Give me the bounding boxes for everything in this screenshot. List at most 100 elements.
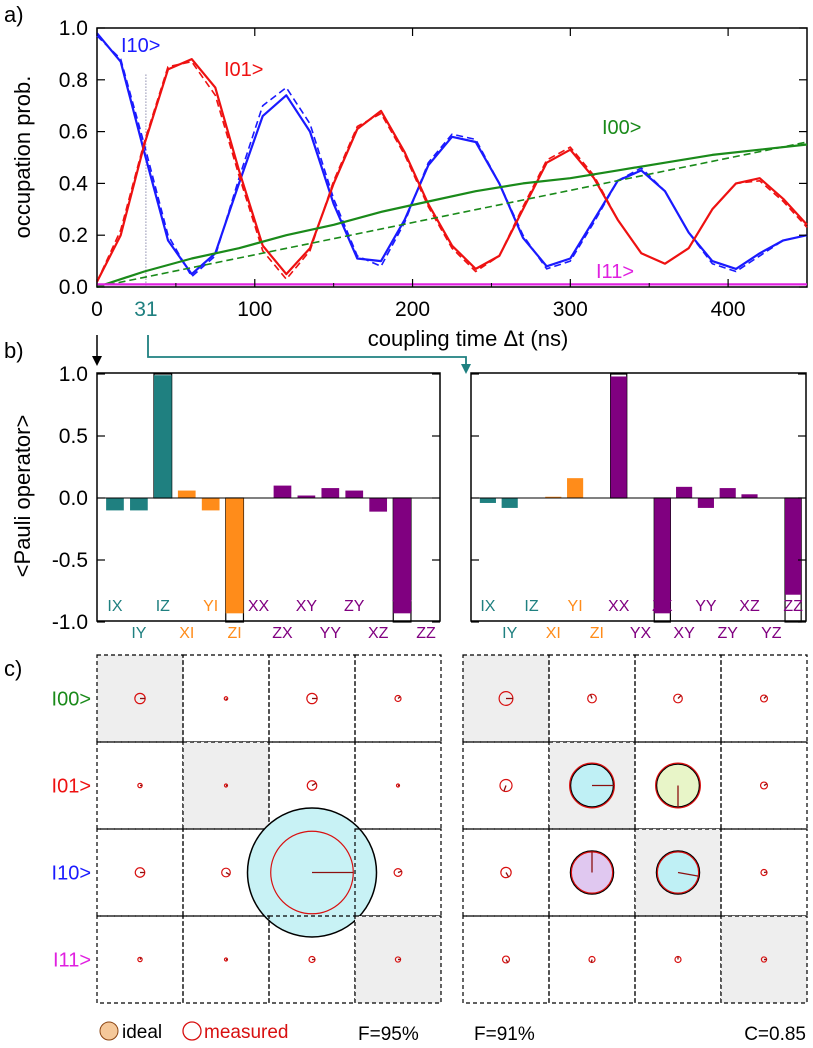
- legend: ideal measured: [99, 1021, 289, 1043]
- y-tick-label-a: 0.2: [59, 224, 88, 247]
- legend-ideal-swatch: [99, 1021, 119, 1041]
- x-tick-label-a: 300: [553, 298, 588, 321]
- measured-circle: [673, 693, 683, 704]
- measured-circle: [759, 694, 769, 703]
- matrix-cell-left: [354, 828, 442, 917]
- category-label-XY: XY: [673, 625, 695, 642]
- measured-circle: [221, 867, 231, 878]
- measured-circle: [223, 696, 229, 701]
- y-tick-label-a: 1.0: [59, 17, 88, 40]
- bar-XZ: [369, 498, 388, 512]
- chart-b1-frame: [96, 372, 441, 622]
- category-label-XZ: XZ: [739, 598, 760, 615]
- phase-line: [763, 695, 767, 699]
- density-matrix: I00> I01> I10> I11> ideal measured F=95% F=…: [52, 654, 808, 1045]
- measured-circle: [501, 955, 511, 964]
- y-tick-label-b: 0.0: [59, 487, 88, 510]
- phase-line: [505, 872, 510, 878]
- bar-ZY: [719, 488, 736, 498]
- category-label-YI: YI: [568, 598, 583, 615]
- row-label-I10: I10>: [52, 863, 91, 885]
- measured-circle: [656, 851, 700, 894]
- panel-label-a: a): [4, 2, 24, 27]
- phase-line: [505, 959, 509, 963]
- bar-ZX: [273, 485, 292, 498]
- phase-line: [677, 694, 682, 699]
- category-label-IX: IX: [107, 598, 122, 615]
- phase-line: [397, 696, 401, 699]
- phase-line: [225, 871, 231, 876]
- row-label-I00: I00>: [52, 689, 91, 711]
- legend-ideal-label: ideal: [122, 1022, 162, 1043]
- x-axis-label-a: coupling time Δt (ns): [368, 326, 569, 351]
- measured-circle: [394, 694, 402, 703]
- phase-line: [311, 782, 317, 787]
- category-label-ZY: ZY: [344, 598, 365, 615]
- phase-line: [503, 785, 507, 792]
- pauli-bar-charts: IXIYIZXIYIZIXXZXXYYYZYXZYZZZIXIYIZXIYIZI…: [10, 363, 807, 642]
- legend-measured-swatch: [182, 1021, 202, 1041]
- series-I10-measured: [96, 32, 808, 276]
- concurrence: C=0.85: [744, 1024, 806, 1045]
- bar-XZ: [741, 494, 758, 498]
- category-label-YX: YX: [630, 625, 652, 642]
- legend-measured-label: measured: [204, 1022, 289, 1043]
- bar-YI: [567, 478, 584, 498]
- category-label-ZX: ZX: [272, 625, 293, 642]
- bar-ZZ: [785, 498, 802, 595]
- x-tick-label-a: 200: [395, 298, 430, 321]
- measured-circle: [393, 868, 403, 877]
- category-label-IY: IY: [131, 625, 146, 642]
- matrix-cell-left: [354, 654, 442, 743]
- category-label-ZI: ZI: [227, 625, 241, 642]
- phase-line: [763, 871, 768, 874]
- bar-YY: [697, 498, 714, 508]
- series-I01-measured: [96, 57, 808, 283]
- category-label-ZX: ZX: [652, 598, 673, 615]
- bar-XI: [177, 490, 196, 498]
- label-I01: I01>: [224, 59, 263, 81]
- matrix-cell-left: [354, 741, 442, 830]
- bar-IY: [501, 498, 518, 508]
- bar-ZI: [225, 498, 244, 614]
- bar-XY: [676, 486, 693, 498]
- y-tick-label-a: 0.8: [59, 69, 88, 92]
- y-tick-label-b: 0.5: [59, 425, 88, 448]
- category-label-YZ: YZ: [761, 625, 782, 642]
- measured-circle: [500, 866, 512, 879]
- label-I11: I11>: [596, 261, 634, 283]
- measured-circle: [137, 956, 143, 963]
- category-label-ZY: ZY: [717, 625, 738, 642]
- bar-IY: [130, 498, 148, 511]
- category-label-XI: XI: [179, 625, 194, 642]
- category-label-IY: IY: [502, 625, 517, 642]
- bar-IX: [479, 498, 496, 503]
- series-I00-measured: [96, 143, 808, 289]
- category-label-XI: XI: [546, 625, 561, 642]
- category-label-YY: YY: [320, 625, 342, 642]
- chart-b2-frame: [470, 372, 807, 622]
- fidelity-right: F=91%: [474, 1024, 535, 1045]
- bar-YI: [201, 498, 220, 511]
- panel-label-c: c): [4, 656, 22, 681]
- category-label-IZ: IZ: [524, 598, 538, 615]
- measured-circle: [394, 956, 402, 963]
- measured-circle: [499, 778, 513, 793]
- row-label-I11: I11>: [53, 950, 91, 972]
- category-label-XX: XX: [248, 598, 270, 615]
- y-tick-label-b: -1.0: [52, 611, 88, 634]
- phase-line: [589, 694, 593, 699]
- category-label-ZZ: ZZ: [416, 625, 436, 642]
- category-label-ZZ: ZZ: [783, 598, 803, 615]
- y-axis-label-a: occupation prob.: [10, 76, 35, 239]
- series-I10-ideal: [96, 35, 808, 278]
- bar-ZY: [345, 490, 364, 498]
- measured-circle: [306, 780, 318, 791]
- category-label-YZ: YZ: [392, 598, 413, 615]
- occupation-chart: 0 100 200 300 400 31 0.0 0.2 0.4 0.6 0.8 1.0 occupa…: [10, 17, 808, 351]
- phase-line: [139, 957, 142, 960]
- phase-line: [225, 698, 228, 701]
- category-label-ZI: ZI: [590, 625, 604, 642]
- fidelity-left: F=95%: [358, 1024, 419, 1045]
- measured-circle: [137, 782, 143, 789]
